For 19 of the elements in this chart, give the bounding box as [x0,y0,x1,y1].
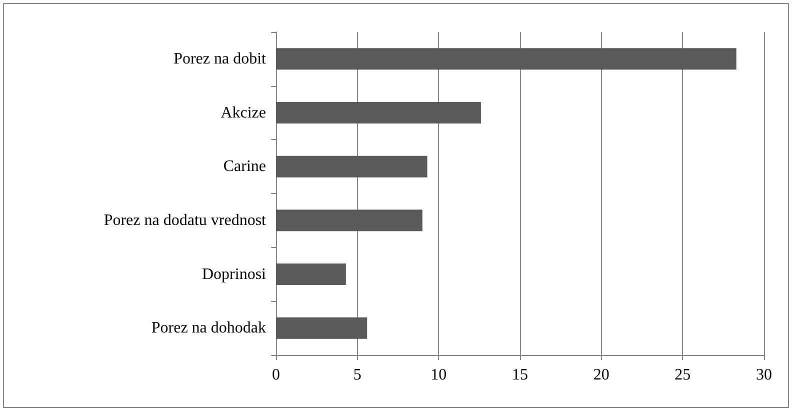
bar [276,102,481,124]
y-tick-label: Porez na dobit [174,50,267,68]
bar [276,317,368,339]
x-tick-label: 10 [430,366,447,384]
x-tick-label: 0 [272,366,280,384]
x-tick-label: 30 [756,366,772,384]
bar [276,48,736,70]
bar [276,156,428,178]
x-tick-label: 15 [512,366,528,384]
bar [276,210,422,232]
x-tick-label: 20 [593,366,610,384]
y-tick-label: Akcize [220,104,266,122]
x-tick-label: 25 [674,366,691,384]
bar [276,263,346,286]
y-tick-label: Porez na dodatu vrednost [104,212,267,229]
x-tick-label: 5 [353,366,362,384]
y-tick-label: Doprinosi [202,266,267,283]
y-tick-label: Porez na dohodak [151,320,266,337]
y-tick-label: Carine [223,158,266,176]
